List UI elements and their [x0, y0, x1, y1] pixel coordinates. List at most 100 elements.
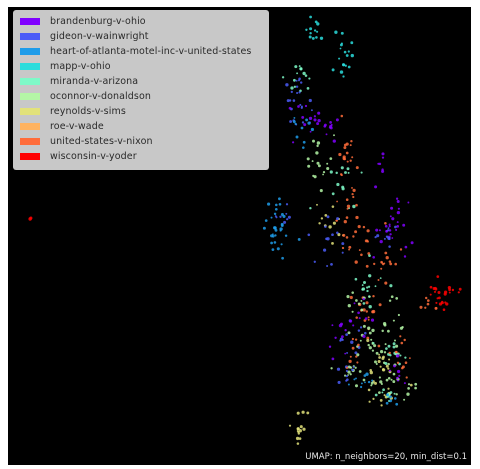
scatter-point — [341, 32, 344, 35]
scatter-point — [360, 326, 362, 328]
scatter-point — [281, 257, 284, 260]
scatter-point — [272, 233, 274, 235]
scatter-point — [369, 305, 372, 308]
scatter-point — [313, 118, 316, 121]
scatter-point — [328, 225, 331, 228]
scatter-point — [370, 339, 372, 341]
scatter-point — [336, 201, 338, 203]
scatter-point — [365, 301, 368, 304]
scatter-point — [355, 367, 357, 369]
scatter-point — [430, 286, 433, 289]
scatter-point — [302, 121, 304, 123]
scatter-point — [386, 393, 389, 396]
scatter-point — [265, 219, 268, 222]
scatter-point — [352, 189, 355, 192]
scatter-point — [378, 356, 381, 359]
legend-label: miranda-v-arizona — [50, 76, 138, 87]
scatter-point — [398, 314, 400, 316]
scatter-point — [329, 346, 331, 348]
scatter-point — [405, 246, 408, 249]
scatter-point — [274, 213, 276, 215]
scatter-point — [289, 425, 291, 427]
scatter-point — [330, 170, 333, 173]
scatter-point — [341, 335, 344, 338]
scatter-point — [387, 229, 389, 231]
scatter-point — [346, 236, 349, 239]
scatter-point — [364, 332, 367, 335]
scatter-point — [361, 382, 363, 384]
scatter-point — [385, 225, 388, 228]
scatter-point — [298, 91, 300, 93]
scatter-point — [362, 284, 364, 286]
scatter-point — [350, 356, 352, 358]
scatter-point — [394, 263, 397, 266]
scatter-point — [364, 382, 366, 384]
scatter-point — [350, 144, 352, 146]
scatter-point — [302, 428, 305, 431]
legend-label: wisconsin-v-yoder — [50, 151, 137, 162]
scatter-point — [282, 76, 284, 78]
scatter-point — [348, 172, 350, 174]
scatter-point — [301, 107, 303, 109]
scatter-point — [372, 398, 374, 400]
scatter-point — [267, 203, 270, 206]
scatter-point — [315, 36, 318, 39]
scatter-point — [317, 112, 320, 115]
scatter-point — [301, 116, 304, 119]
scatter-point — [394, 339, 396, 341]
scatter-point — [326, 167, 329, 170]
scatter-point — [271, 217, 273, 219]
scatter-point — [419, 306, 422, 309]
scatter-point — [434, 291, 436, 293]
scatter-point — [296, 136, 299, 139]
scatter-point — [372, 342, 374, 344]
legend-item: heart-of-atlanta-motel-inc-v-united-stat… — [13, 44, 269, 59]
scatter-point — [285, 83, 288, 86]
scatter-point — [334, 337, 336, 339]
scatter-point — [386, 402, 389, 405]
scatter-point — [458, 291, 460, 293]
legend-swatch — [20, 93, 40, 100]
scatter-point — [395, 351, 398, 354]
scatter-point — [286, 203, 288, 205]
scatter-point — [28, 217, 31, 220]
scatter-point — [346, 375, 348, 377]
scatter-point — [297, 105, 300, 108]
scatter-point — [344, 144, 347, 147]
scatter-point — [329, 121, 332, 124]
scatter-point — [354, 230, 357, 233]
scatter-point — [391, 217, 394, 220]
scatter-point — [307, 233, 310, 236]
scatter-point — [368, 316, 370, 318]
scatter-point — [300, 425, 303, 428]
scatter-point — [332, 68, 335, 71]
scatter-point — [363, 302, 366, 305]
scatter-point — [404, 255, 406, 257]
scatter-point — [366, 265, 369, 268]
scatter-point — [294, 86, 296, 88]
scatter-point — [360, 254, 363, 257]
scatter-point — [382, 368, 385, 371]
scatter-point — [355, 338, 357, 340]
scatter-point — [369, 332, 372, 335]
scatter-point — [341, 166, 344, 169]
scatter-point — [357, 344, 360, 347]
scatter-point — [309, 27, 312, 30]
scatter-point — [424, 307, 426, 309]
scatter-point — [390, 207, 393, 210]
scatter-point — [400, 355, 402, 357]
scatter-point — [395, 345, 398, 348]
scatter-point — [366, 286, 368, 288]
scatter-point — [326, 133, 328, 135]
scatter-point — [355, 316, 358, 319]
scatter-point — [289, 107, 292, 110]
scatter-point — [388, 227, 390, 229]
scatter-point — [373, 263, 375, 265]
scatter-point — [388, 352, 390, 354]
scatter-point — [335, 172, 337, 174]
scatter-point — [348, 384, 350, 386]
scatter-point — [402, 365, 405, 368]
scatter-point — [317, 141, 320, 144]
scatter-point — [346, 367, 348, 369]
scatter-point — [350, 296, 353, 299]
